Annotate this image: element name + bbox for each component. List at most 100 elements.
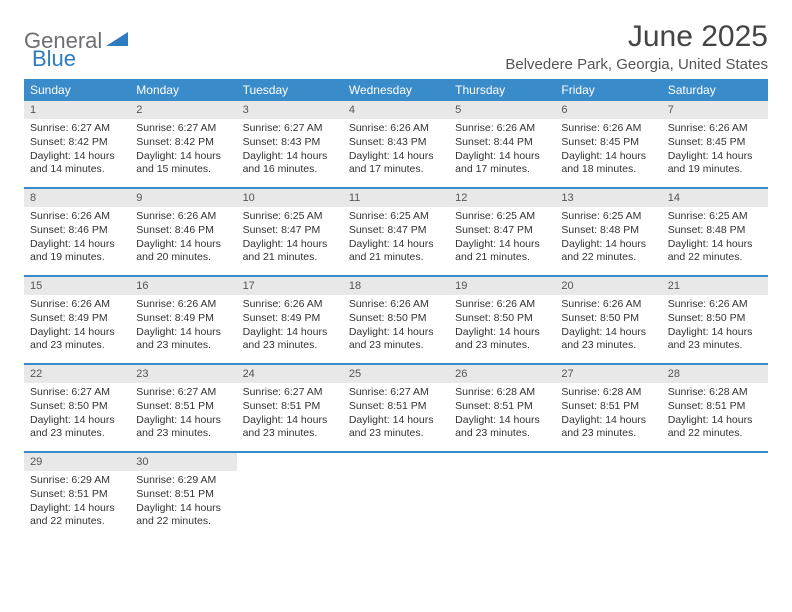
sunrise-text: Sunrise: 6:27 AM <box>243 386 337 400</box>
daylight-text: and 23 minutes. <box>30 427 124 441</box>
sunset-text: Sunset: 8:46 PM <box>136 224 230 238</box>
daylight-text: and 23 minutes. <box>455 339 549 353</box>
daylight-text: and 17 minutes. <box>349 163 443 177</box>
day-body: Sunrise: 6:28 AMSunset: 8:51 PMDaylight:… <box>662 383 768 447</box>
day-number: 7 <box>662 101 768 119</box>
day-cell: 16Sunrise: 6:26 AMSunset: 8:49 PMDayligh… <box>130 277 236 363</box>
sunrise-text: Sunrise: 6:26 AM <box>455 122 549 136</box>
daylight-text: and 23 minutes. <box>30 339 124 353</box>
day-number: 14 <box>662 189 768 207</box>
daylight-text: and 17 minutes. <box>455 163 549 177</box>
daylight-text: Daylight: 14 hours <box>243 326 337 340</box>
empty-cell <box>237 453 343 539</box>
sunset-text: Sunset: 8:50 PM <box>349 312 443 326</box>
sunset-text: Sunset: 8:45 PM <box>561 136 655 150</box>
sunset-text: Sunset: 8:48 PM <box>668 224 762 238</box>
sunrise-text: Sunrise: 6:26 AM <box>349 122 443 136</box>
day-number: 27 <box>555 365 661 383</box>
day-body: Sunrise: 6:26 AMSunset: 8:50 PMDaylight:… <box>449 295 555 359</box>
sunset-text: Sunset: 8:43 PM <box>349 136 443 150</box>
day-body: Sunrise: 6:26 AMSunset: 8:50 PMDaylight:… <box>343 295 449 359</box>
day-body: Sunrise: 6:27 AMSunset: 8:42 PMDaylight:… <box>24 119 130 183</box>
day-cell: 15Sunrise: 6:26 AMSunset: 8:49 PMDayligh… <box>24 277 130 363</box>
daylight-text: Daylight: 14 hours <box>349 414 443 428</box>
daylight-text: and 21 minutes. <box>349 251 443 265</box>
sunrise-text: Sunrise: 6:28 AM <box>561 386 655 400</box>
daylight-text: Daylight: 14 hours <box>30 326 124 340</box>
day-number: 13 <box>555 189 661 207</box>
daylight-text: Daylight: 14 hours <box>561 326 655 340</box>
day-body: Sunrise: 6:25 AMSunset: 8:48 PMDaylight:… <box>662 207 768 271</box>
weekday-tuesday: Tuesday <box>237 79 343 101</box>
day-body: Sunrise: 6:28 AMSunset: 8:51 PMDaylight:… <box>555 383 661 447</box>
sunset-text: Sunset: 8:48 PM <box>561 224 655 238</box>
daylight-text: Daylight: 14 hours <box>243 238 337 252</box>
daylight-text: and 21 minutes. <box>455 251 549 265</box>
daylight-text: and 23 minutes. <box>136 339 230 353</box>
daylight-text: and 23 minutes. <box>561 339 655 353</box>
brand-blue: Blue <box>32 46 76 72</box>
daylight-text: Daylight: 14 hours <box>136 238 230 252</box>
daylight-text: Daylight: 14 hours <box>136 150 230 164</box>
day-cell: 5Sunrise: 6:26 AMSunset: 8:44 PMDaylight… <box>449 101 555 187</box>
sunset-text: Sunset: 8:42 PM <box>30 136 124 150</box>
day-body: Sunrise: 6:25 AMSunset: 8:47 PMDaylight:… <box>237 207 343 271</box>
day-cell: 4Sunrise: 6:26 AMSunset: 8:43 PMDaylight… <box>343 101 449 187</box>
sunset-text: Sunset: 8:50 PM <box>561 312 655 326</box>
day-cell: 6Sunrise: 6:26 AMSunset: 8:45 PMDaylight… <box>555 101 661 187</box>
day-number: 8 <box>24 189 130 207</box>
daylight-text: Daylight: 14 hours <box>561 414 655 428</box>
day-body: Sunrise: 6:26 AMSunset: 8:50 PMDaylight:… <box>555 295 661 359</box>
sunrise-text: Sunrise: 6:28 AM <box>455 386 549 400</box>
daylight-text: and 19 minutes. <box>668 163 762 177</box>
sunset-text: Sunset: 8:51 PM <box>668 400 762 414</box>
day-body: Sunrise: 6:26 AMSunset: 8:45 PMDaylight:… <box>662 119 768 183</box>
daylight-text: Daylight: 14 hours <box>349 150 443 164</box>
sunset-text: Sunset: 8:45 PM <box>668 136 762 150</box>
daylight-text: and 23 minutes. <box>349 339 443 353</box>
day-body: Sunrise: 6:27 AMSunset: 8:51 PMDaylight:… <box>130 383 236 447</box>
weekday-thursday: Thursday <box>449 79 555 101</box>
day-number: 23 <box>130 365 236 383</box>
day-cell: 8Sunrise: 6:26 AMSunset: 8:46 PMDaylight… <box>24 189 130 275</box>
sunrise-text: Sunrise: 6:26 AM <box>668 122 762 136</box>
daylight-text: and 22 minutes. <box>668 251 762 265</box>
daylight-text: and 23 minutes. <box>136 427 230 441</box>
sunrise-text: Sunrise: 6:26 AM <box>30 298 124 312</box>
daylight-text: Daylight: 14 hours <box>243 150 337 164</box>
daylight-text: and 23 minutes. <box>561 427 655 441</box>
daylight-text: Daylight: 14 hours <box>243 414 337 428</box>
daylight-text: and 22 minutes. <box>136 515 230 529</box>
daylight-text: and 23 minutes. <box>455 427 549 441</box>
day-number: 11 <box>343 189 449 207</box>
daylight-text: Daylight: 14 hours <box>136 414 230 428</box>
sunrise-text: Sunrise: 6:27 AM <box>349 386 443 400</box>
sunset-text: Sunset: 8:47 PM <box>349 224 443 238</box>
sunset-text: Sunset: 8:49 PM <box>136 312 230 326</box>
daylight-text: Daylight: 14 hours <box>136 502 230 516</box>
day-body: Sunrise: 6:27 AMSunset: 8:51 PMDaylight:… <box>343 383 449 447</box>
day-number: 3 <box>237 101 343 119</box>
day-body: Sunrise: 6:26 AMSunset: 8:49 PMDaylight:… <box>24 295 130 359</box>
daylight-text: Daylight: 14 hours <box>136 326 230 340</box>
sunset-text: Sunset: 8:51 PM <box>136 400 230 414</box>
calendar-page: General June 2025 Belvedere Park, Georgi… <box>0 0 792 559</box>
daylight-text: and 18 minutes. <box>561 163 655 177</box>
sunset-text: Sunset: 8:47 PM <box>455 224 549 238</box>
sunset-text: Sunset: 8:50 PM <box>668 312 762 326</box>
title-block: June 2025 Belvedere Park, Georgia, Unite… <box>505 20 768 73</box>
daylight-text: Daylight: 14 hours <box>30 150 124 164</box>
sunset-text: Sunset: 8:50 PM <box>30 400 124 414</box>
calendar-grid: Sunday Monday Tuesday Wednesday Thursday… <box>24 79 768 539</box>
location-text: Belvedere Park, Georgia, United States <box>505 56 768 73</box>
sunset-text: Sunset: 8:49 PM <box>30 312 124 326</box>
sunrise-text: Sunrise: 6:26 AM <box>30 210 124 224</box>
day-cell: 1Sunrise: 6:27 AMSunset: 8:42 PMDaylight… <box>24 101 130 187</box>
sunset-text: Sunset: 8:46 PM <box>30 224 124 238</box>
daylight-text: Daylight: 14 hours <box>349 238 443 252</box>
day-body: Sunrise: 6:26 AMSunset: 8:49 PMDaylight:… <box>130 295 236 359</box>
empty-cell <box>555 453 661 539</box>
day-body: Sunrise: 6:25 AMSunset: 8:47 PMDaylight:… <box>343 207 449 271</box>
logo-triangle-icon <box>106 30 128 53</box>
daylight-text: Daylight: 14 hours <box>455 414 549 428</box>
